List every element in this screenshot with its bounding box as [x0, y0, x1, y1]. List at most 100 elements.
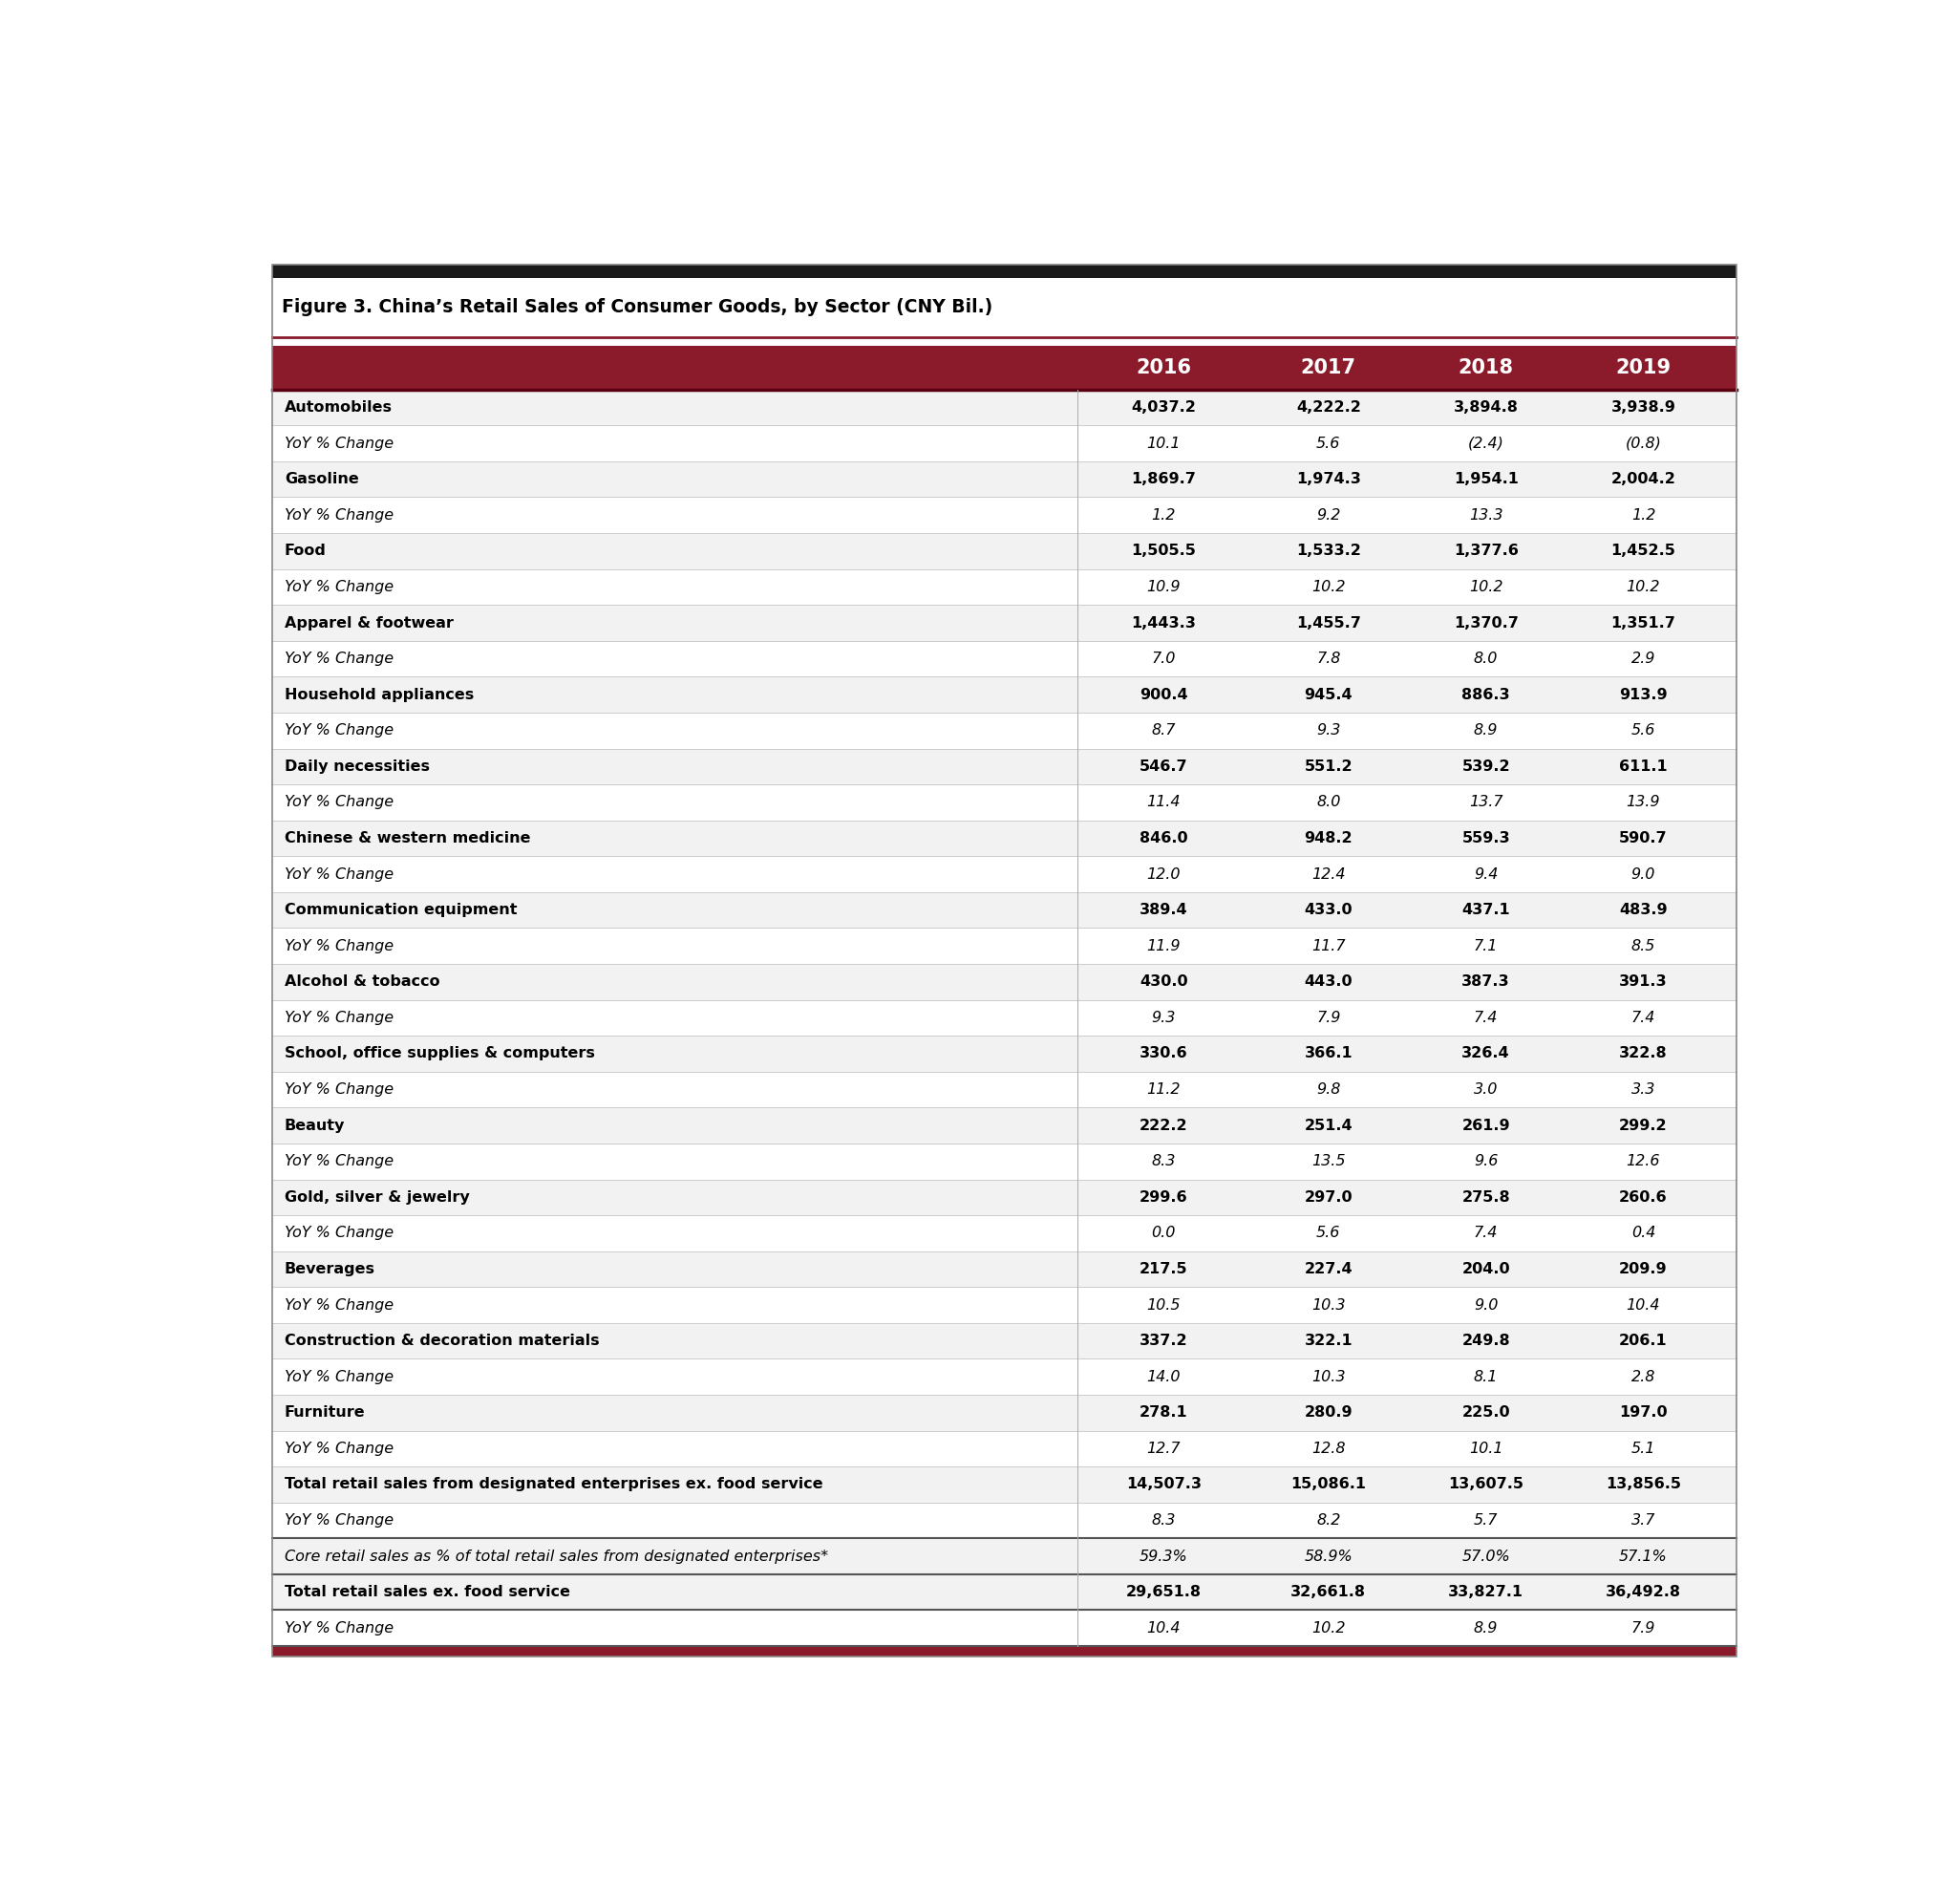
Text: 546.7: 546.7	[1139, 759, 1188, 775]
Text: 14.0: 14.0	[1147, 1370, 1180, 1383]
Text: 551.2: 551.2	[1303, 759, 1352, 775]
Text: 7.1: 7.1	[1474, 938, 1497, 953]
Text: Apparel & footwear: Apparel & footwear	[284, 617, 453, 630]
Text: YoY % Change: YoY % Change	[284, 651, 394, 666]
Text: 1,505.5: 1,505.5	[1131, 544, 1196, 558]
Text: 204.0: 204.0	[1462, 1262, 1509, 1277]
Text: 10.4: 10.4	[1627, 1298, 1660, 1313]
Text: 7.8: 7.8	[1317, 651, 1341, 666]
Text: 11.4: 11.4	[1147, 795, 1180, 809]
Text: 430.0: 430.0	[1139, 974, 1188, 990]
Bar	[272, 337, 1737, 346]
Text: YoY % Change: YoY % Change	[284, 1226, 394, 1241]
Text: 12.4: 12.4	[1311, 868, 1345, 881]
Text: Gasoline: Gasoline	[284, 472, 359, 487]
Text: 57.1%: 57.1%	[1619, 1549, 1668, 1564]
Bar	[272, 820, 1737, 856]
Text: 13.7: 13.7	[1468, 795, 1503, 809]
Text: 2,004.2: 2,004.2	[1611, 472, 1676, 487]
Bar	[272, 278, 1737, 337]
Text: YoY % Change: YoY % Change	[284, 508, 394, 521]
Text: YoY % Change: YoY % Change	[284, 1083, 394, 1096]
Bar	[272, 1286, 1737, 1323]
Text: 32,661.8: 32,661.8	[1292, 1585, 1366, 1599]
Text: YoY % Change: YoY % Change	[284, 436, 394, 451]
Bar	[272, 1431, 1737, 1467]
Text: 10.1: 10.1	[1468, 1441, 1503, 1456]
Text: 9.6: 9.6	[1474, 1155, 1497, 1168]
Bar	[272, 677, 1737, 712]
Text: 3,894.8: 3,894.8	[1454, 400, 1519, 415]
Text: 275.8: 275.8	[1462, 1189, 1509, 1205]
Text: 389.4: 389.4	[1139, 902, 1188, 917]
Text: 7.0: 7.0	[1152, 651, 1176, 666]
Text: 8.2: 8.2	[1317, 1513, 1341, 1528]
Text: Construction & decoration materials: Construction & decoration materials	[284, 1334, 600, 1347]
Text: 7.4: 7.4	[1631, 1010, 1656, 1026]
Text: YoY % Change: YoY % Change	[284, 723, 394, 738]
Text: 322.8: 322.8	[1619, 1047, 1668, 1060]
Text: 10.2: 10.2	[1311, 1621, 1345, 1635]
Text: 900.4: 900.4	[1139, 687, 1188, 702]
Bar	[272, 1610, 1737, 1646]
Text: 3.7: 3.7	[1631, 1513, 1656, 1528]
Text: Chinese & western medicine: Chinese & western medicine	[284, 832, 531, 845]
Text: 326.4: 326.4	[1462, 1047, 1509, 1060]
Text: 225.0: 225.0	[1462, 1406, 1509, 1420]
Text: 8.9: 8.9	[1474, 1621, 1497, 1635]
Text: 11.9: 11.9	[1147, 938, 1180, 953]
Text: (0.8): (0.8)	[1625, 436, 1662, 451]
Text: 945.4: 945.4	[1303, 687, 1352, 702]
Text: 299.2: 299.2	[1619, 1119, 1668, 1132]
Text: 15,086.1: 15,086.1	[1292, 1477, 1366, 1492]
Bar	[272, 965, 1737, 999]
Text: 13.9: 13.9	[1627, 795, 1660, 809]
Text: 12.6: 12.6	[1627, 1155, 1660, 1168]
Text: 1.2: 1.2	[1631, 508, 1656, 521]
Text: 9.3: 9.3	[1317, 723, 1341, 738]
Text: Communication equipment: Communication equipment	[284, 902, 517, 917]
Bar	[272, 346, 1737, 390]
Text: 443.0: 443.0	[1303, 974, 1352, 990]
Bar	[272, 1538, 1737, 1574]
Text: 33,827.1: 33,827.1	[1448, 1585, 1523, 1599]
Text: 483.9: 483.9	[1619, 902, 1668, 917]
Text: Gold, silver & jewelry: Gold, silver & jewelry	[284, 1189, 470, 1205]
Bar	[272, 1108, 1737, 1144]
Text: 7.4: 7.4	[1474, 1226, 1497, 1241]
Text: 10.2: 10.2	[1311, 580, 1345, 594]
Text: 297.0: 297.0	[1303, 1189, 1352, 1205]
Text: Beauty: Beauty	[284, 1119, 345, 1132]
Text: 5.6: 5.6	[1317, 1226, 1341, 1241]
Bar	[272, 1503, 1737, 1538]
Text: 261.9: 261.9	[1462, 1119, 1509, 1132]
Bar	[272, 1359, 1737, 1395]
Text: YoY % Change: YoY % Change	[284, 1513, 394, 1528]
Text: 8.9: 8.9	[1474, 723, 1497, 738]
Text: 10.9: 10.9	[1147, 580, 1180, 594]
Text: 433.0: 433.0	[1303, 902, 1352, 917]
Text: Total retail sales ex. food service: Total retail sales ex. food service	[284, 1585, 570, 1599]
Text: 366.1: 366.1	[1303, 1047, 1352, 1060]
Text: 8.1: 8.1	[1474, 1370, 1497, 1383]
Text: YoY % Change: YoY % Change	[284, 1441, 394, 1456]
Text: YoY % Change: YoY % Change	[284, 795, 394, 809]
Text: Core retail sales as % of total retail sales from designated enterprises*: Core retail sales as % of total retail s…	[284, 1549, 829, 1564]
Text: Food: Food	[284, 544, 327, 558]
Text: 4,037.2: 4,037.2	[1131, 400, 1196, 415]
Bar	[272, 497, 1737, 533]
Text: 227.4: 227.4	[1303, 1262, 1352, 1277]
Text: 1,443.3: 1,443.3	[1131, 617, 1196, 630]
Text: 3.3: 3.3	[1631, 1083, 1656, 1096]
Text: 2017: 2017	[1301, 358, 1356, 377]
Text: 4,222.2: 4,222.2	[1296, 400, 1360, 415]
Text: YoY % Change: YoY % Change	[284, 1298, 394, 1313]
Text: Daily necessities: Daily necessities	[284, 759, 429, 775]
Text: 9.8: 9.8	[1317, 1083, 1341, 1096]
Text: 539.2: 539.2	[1462, 759, 1509, 775]
Bar	[272, 1035, 1737, 1071]
Text: 2016: 2016	[1137, 358, 1192, 377]
Bar	[272, 605, 1737, 641]
Text: 10.3: 10.3	[1311, 1298, 1345, 1313]
Bar	[272, 893, 1737, 929]
